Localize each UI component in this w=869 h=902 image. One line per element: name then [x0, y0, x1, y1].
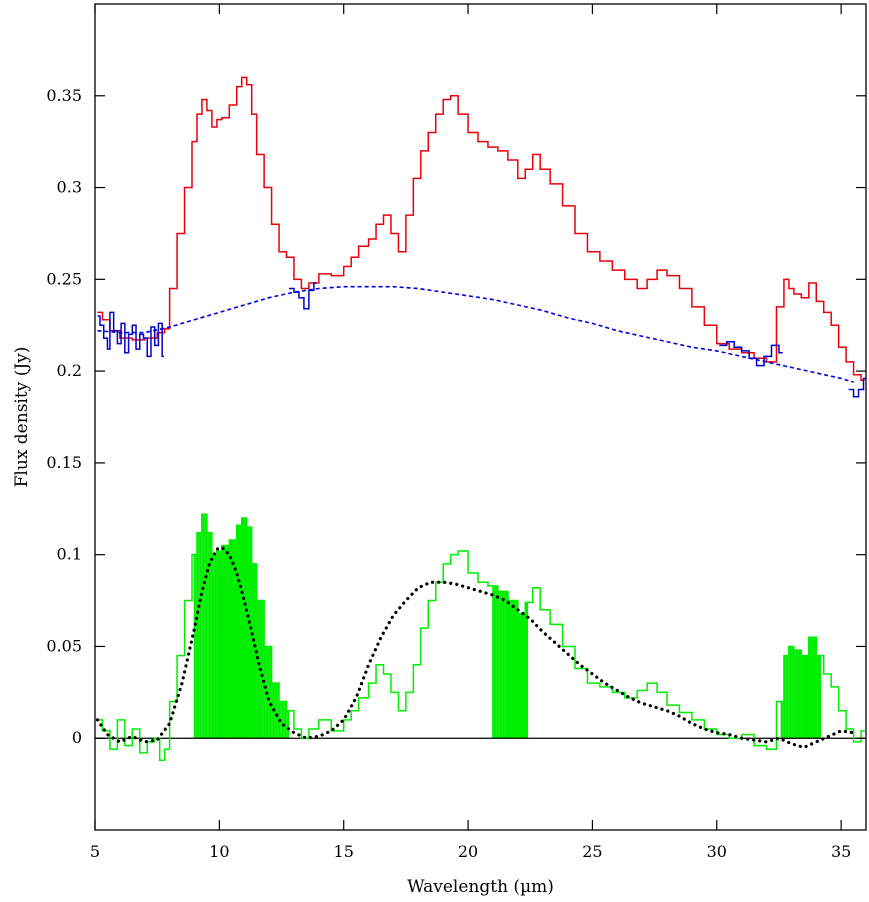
plot-area [95, 76, 866, 761]
y-tick-label: 0.2 [57, 361, 82, 380]
series-5-dashed-line [97, 285, 854, 383]
y-tick-label: 0.35 [46, 86, 82, 105]
plot-frame [94, 3, 867, 831]
series-2-step-line [288, 282, 317, 310]
y-tick-label: 0.3 [57, 178, 82, 197]
series-1-step-line [97, 311, 165, 358]
x-tick-label: 5 [90, 842, 100, 861]
series-7-dotted-line [95, 545, 856, 750]
y-tick-label: 0 [72, 728, 82, 747]
emission-band-0 [193, 514, 290, 739]
series-0-step-line [97, 76, 865, 382]
y-tick-label: 0.25 [46, 269, 82, 288]
axes: 5 10 15 20 25 30 35 0 0.05 0.1 0.15 0.2 0.25 0.3 0.35 [46, 3, 867, 861]
series-6-step-line [97, 513, 865, 761]
x-axis-title: Wavelength (µm) [407, 877, 554, 897]
x-tick-label: 30 [707, 842, 727, 861]
emission-band-1 [492, 585, 529, 739]
x-tick-label: 20 [458, 842, 478, 861]
y-tick-label: 0.1 [57, 545, 82, 564]
y-tick-label: 0.05 [46, 636, 82, 655]
x-tick-label: 35 [831, 842, 851, 861]
x-tick-label: 25 [582, 842, 602, 861]
x-tick-label: 10 [209, 842, 229, 861]
series-4-step-line [848, 377, 866, 398]
y-axis-title: Flux density (Jy) [12, 347, 32, 488]
x-tick-label: 15 [334, 842, 354, 861]
y-tick-label: 0.15 [46, 453, 82, 472]
